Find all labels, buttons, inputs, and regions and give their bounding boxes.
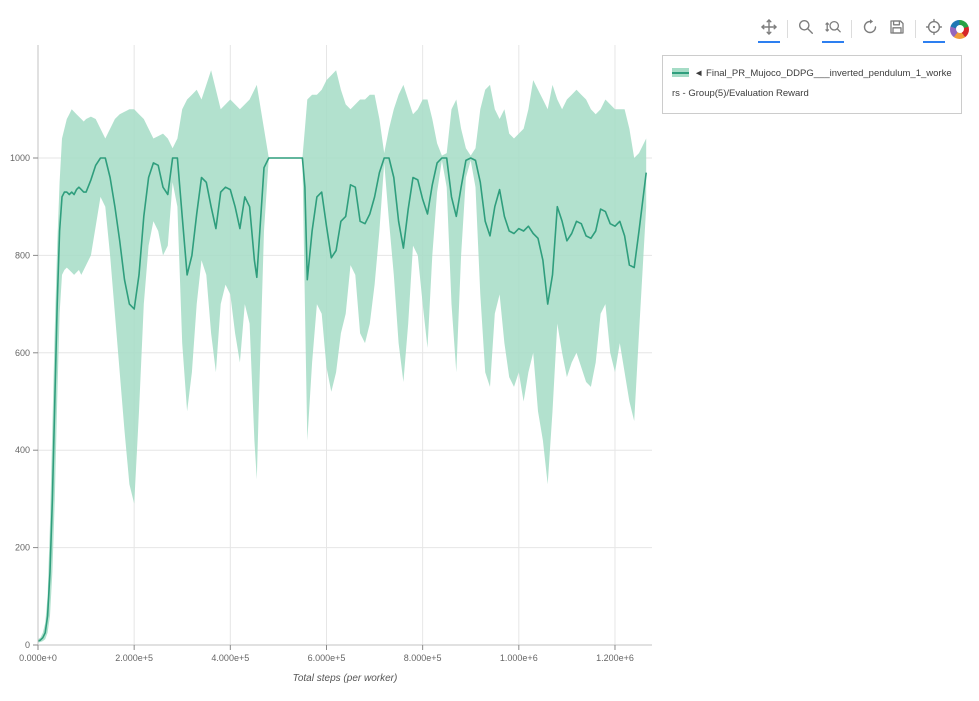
save-icon: [888, 18, 906, 36]
tool-save[interactable]: [886, 16, 908, 43]
svg-text:200: 200: [15, 543, 30, 553]
svg-text:Total steps (per worker): Total steps (per worker): [293, 673, 398, 684]
legend[interactable]: ◄ Final_PR_Mujoco_DDPG___inverted_pendul…: [662, 55, 962, 114]
svg-text:2.000e+5: 2.000e+5: [115, 653, 153, 663]
svg-text:6.000e+5: 6.000e+5: [308, 653, 346, 663]
legend-swatch-line: [672, 72, 689, 74]
hover-icon: [925, 18, 943, 36]
box-zoom-icon: [797, 18, 815, 36]
legend-swatch: [672, 68, 689, 77]
svg-text:0: 0: [25, 640, 30, 650]
svg-text:800: 800: [15, 250, 30, 260]
bokeh-logo-icon[interactable]: [950, 19, 969, 39]
svg-text:1.200e+6: 1.200e+6: [596, 653, 634, 663]
reset-icon: [861, 18, 879, 36]
svg-text:8.000e+5: 8.000e+5: [404, 653, 442, 663]
toolbar-separator: [851, 20, 852, 38]
tool-box-zoom[interactable]: [795, 16, 817, 43]
svg-text:400: 400: [15, 445, 30, 455]
tool-reset[interactable]: [859, 16, 881, 43]
toolbar-separator: [915, 20, 916, 38]
svg-text:0.000e+0: 0.000e+0: [19, 653, 57, 663]
plot-toolbar: [758, 16, 969, 43]
pan-icon: [760, 18, 778, 36]
svg-text:1.000e+6: 1.000e+6: [500, 653, 538, 663]
tool-pan[interactable]: [758, 16, 780, 43]
toolbar-separator: [787, 20, 788, 38]
tool-wheel-zoom[interactable]: [822, 16, 844, 43]
wheel-zoom-icon: [824, 18, 842, 36]
legend-label: ◄ Final_PR_Mujoco_DDPG___inverted_pendul…: [672, 68, 952, 100]
svg-text:1000: 1000: [10, 153, 30, 163]
svg-text:4.000e+5: 4.000e+5: [211, 653, 249, 663]
tool-hover[interactable]: [923, 16, 945, 43]
plot-svg[interactable]: 0.000e+0 2.000e+5 4.000e+5 6.000e+5 8.000e+5…: [0, 0, 660, 700]
svg-text:600: 600: [15, 348, 30, 358]
